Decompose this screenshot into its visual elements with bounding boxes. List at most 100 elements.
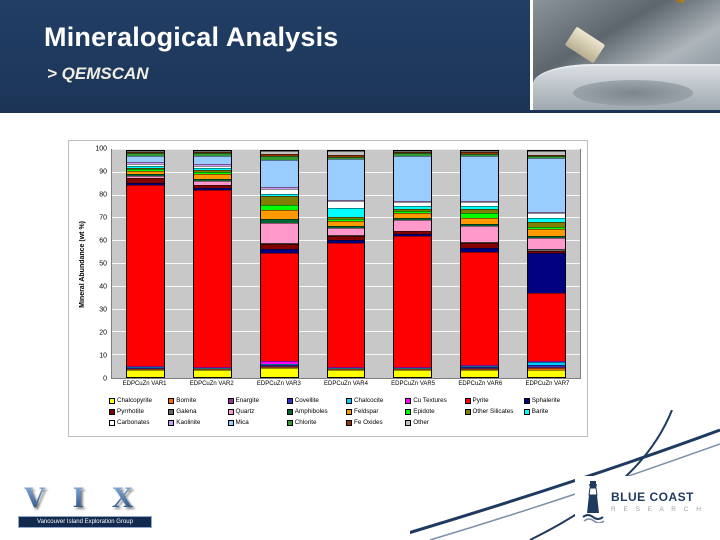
- bar-segment: [193, 370, 231, 377]
- y-tick-label: 0: [103, 375, 107, 383]
- bar-segment: [528, 366, 565, 368]
- bar-segment: [394, 201, 432, 207]
- bar-segment: [461, 243, 499, 248]
- bar-segment: [193, 189, 231, 368]
- bar-slot: [513, 150, 580, 378]
- bar-segment: [127, 168, 164, 170]
- bar-segment: [461, 252, 499, 365]
- legend-swatch: [168, 397, 175, 404]
- bar-segment: [260, 189, 298, 194]
- stacked-bar-5: [393, 150, 433, 378]
- bar-segment: [127, 153, 164, 156]
- legend-item: Kaolinite: [168, 419, 225, 426]
- bar-segment: [127, 163, 164, 166]
- bar-segment: [394, 235, 432, 367]
- bar-segment: [461, 155, 499, 201]
- bar-segment: [260, 253, 298, 362]
- legend-label: Other: [413, 419, 429, 426]
- bar-segment: [193, 172, 231, 175]
- legend-label: Feldspar: [354, 408, 379, 415]
- legend-swatch: [109, 408, 115, 415]
- bar-segment: [193, 369, 231, 371]
- bar-slot: [112, 150, 179, 378]
- bar-segment: [461, 366, 499, 369]
- blue-coast-text: BLUE COAST R E S E A R C H: [611, 490, 704, 513]
- legend-item: Barite: [523, 408, 581, 415]
- bar-segment: [260, 218, 298, 224]
- bar-segment: [327, 242, 365, 367]
- bar-segment: [327, 225, 365, 228]
- bar-segment: [394, 208, 432, 211]
- legend-item: Feldspar: [346, 408, 403, 415]
- bar-segment: [394, 233, 432, 236]
- bar-segment: [327, 367, 365, 370]
- legend-item: Covellite: [286, 397, 344, 404]
- bar-segment: [193, 169, 231, 173]
- bar-segment: [394, 219, 432, 232]
- bar-segment: [193, 167, 231, 170]
- legend-swatch: [109, 419, 115, 426]
- stacked-bar-3: [259, 150, 299, 378]
- bar-segment: [394, 151, 432, 153]
- x-category-label: EDPCuZn VAR4: [324, 381, 368, 387]
- bar-segment: [461, 370, 499, 377]
- lighthouse-icon: [582, 481, 605, 523]
- bar-segment: [193, 165, 231, 168]
- y-tick-label: 40: [99, 283, 107, 291]
- legend-label: Chlorite: [294, 419, 317, 426]
- bar-segment: [528, 151, 565, 155]
- legend-label: Pyrite: [472, 397, 489, 404]
- bar-segment: [260, 205, 298, 210]
- legend-swatch: [405, 397, 412, 404]
- x-category-label: EDPCuZn VAR3: [256, 381, 301, 387]
- stacked-bar-2: [192, 150, 232, 378]
- vix-logo: V I X Vancouver Island Exploration Group: [18, 483, 152, 528]
- bar-segment: [127, 162, 164, 164]
- bar-segment: [260, 153, 298, 156]
- legend-item: Other Silicates: [464, 408, 522, 415]
- bar-segment: [528, 222, 565, 227]
- bar-segment: [394, 369, 432, 371]
- y-tick-label: 10: [99, 352, 107, 360]
- y-tick-label: 80: [99, 191, 107, 199]
- legend-item: Chalcocite: [346, 397, 403, 404]
- bar-segment: [461, 152, 499, 154]
- bar-segment: [260, 361, 298, 364]
- legend-label: Covellite: [294, 397, 319, 404]
- slide-title: Mineralogical Analysis: [44, 22, 339, 52]
- legend-label: Mica: [235, 419, 249, 426]
- legend-item: Quartz: [227, 408, 285, 415]
- bar-segment: [193, 181, 231, 186]
- bar-segment: [461, 364, 499, 366]
- bar-segment: [528, 155, 565, 158]
- legend-swatch: [405, 408, 412, 415]
- legend-label: Cu Textures: [413, 397, 447, 404]
- x-category-label: EDPCuZn VAR6: [458, 381, 503, 387]
- bar-slot: [446, 150, 513, 378]
- legend-swatch: [464, 397, 471, 404]
- legend-swatch: [346, 408, 352, 415]
- bar-segment: [327, 159, 365, 200]
- legend-label: Carbonates: [117, 419, 150, 426]
- bar-segment: [260, 368, 298, 377]
- bar-segment: [193, 153, 231, 156]
- bar-segment: [260, 160, 298, 188]
- legend-swatch: [227, 419, 234, 426]
- bar-segment: [260, 244, 298, 249]
- y-tick-label: 100: [95, 145, 107, 153]
- bar-segment: [127, 370, 164, 377]
- legend-item: Enargite: [227, 397, 285, 404]
- bar-segment: [193, 368, 231, 370]
- bar-segment: [528, 226, 565, 230]
- legend-item: Pyrite: [464, 397, 522, 404]
- bar-segment: [528, 367, 565, 371]
- bar-segment: [528, 154, 565, 156]
- y-tick-label: 30: [99, 306, 107, 314]
- legend-label: Sphalerite: [531, 397, 561, 404]
- bar-segment: [528, 213, 565, 218]
- bar-segment: [327, 235, 365, 241]
- bar-segment: [260, 155, 298, 161]
- legend-swatch: [346, 397, 352, 404]
- bar-segment: [260, 193, 298, 197]
- legend-label: Amphiboles: [294, 408, 328, 415]
